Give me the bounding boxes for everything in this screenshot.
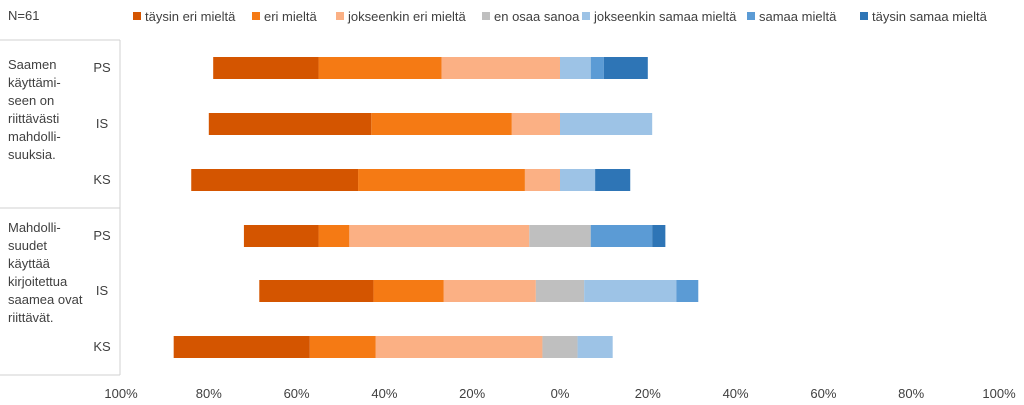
group-labels: Saamen käyttämi-seen on riittävästi mahdoll…	[8, 57, 83, 325]
legend-swatch-samaa-mielta	[747, 12, 755, 20]
bar-taysin-eri-mielta-row-5	[259, 280, 374, 302]
bar-jokseenkin-samaa-mielta-row-6	[577, 336, 613, 358]
group-label-1: Saamen käyttämi-seen on riittävästi mahdoll…	[8, 57, 61, 162]
bar-samaa-mielta-row-5	[676, 280, 699, 302]
bar-eri-mielta-row-4	[318, 225, 350, 247]
legend-label-samaa-mielta: samaa mieltä	[759, 9, 837, 24]
bar-eri-mielta-row-1	[318, 57, 442, 79]
x-tick-label-1: 100%	[104, 386, 138, 401]
legend-label-taysin-eri-mielta: täysin eri mieltä	[145, 9, 236, 24]
group-label-2: Mahdolli-suudet käyttää kirjoitettua saamea…	[8, 220, 83, 325]
category-label-is-2: IS	[96, 116, 109, 131]
bar-taysin-eri-mielta-row-1	[213, 57, 319, 79]
x-tick-label-7: 20%	[635, 386, 661, 401]
bar-jokseenkin-eri-mielta-row-5	[443, 280, 536, 302]
x-tick-label-10: 80%	[898, 386, 924, 401]
x-tick-label-5: 20%	[459, 386, 485, 401]
bar-eri-mielta-row-5	[373, 280, 444, 302]
bar-en-osaa-sanoa-row-5	[535, 280, 585, 302]
bar-taysin-eri-mielta-row-6	[173, 336, 310, 358]
category-label-ks-6: KS	[93, 339, 111, 354]
legend-swatch-taysin-eri-mielta	[133, 12, 141, 20]
legend-swatch-jokseenkin-samaa-mielta	[582, 12, 590, 20]
bar-jokseenkin-eri-mielta-row-1	[441, 57, 560, 79]
bar-eri-mielta-row-3	[358, 169, 525, 191]
x-axis-tick-labels: 100% 80% 60% 40% 20% 0% 20% 40% 60% 80% 100%	[104, 386, 1016, 401]
bar-taysin-eri-mielta-row-2	[208, 113, 372, 135]
bar-taysin-samaa-mielta-row-3	[595, 169, 631, 191]
legend-label-jokseenkin-samaa-mielta: jokseenkin samaa mieltä	[593, 9, 737, 24]
bar-samaa-mielta-row-4	[590, 225, 653, 247]
bar-en-osaa-sanoa-row-6	[542, 336, 578, 358]
x-tick-label-4: 40%	[371, 386, 397, 401]
bar-jokseenkin-samaa-mielta-row-2	[560, 113, 653, 135]
category-label-ps-4: PS	[93, 228, 111, 243]
legend-label-en-osaa-sanoa: en osaa sanoa	[494, 9, 580, 24]
bar-taysin-samaa-mielta-row-1	[603, 57, 648, 79]
category-label-ks-3: KS	[93, 172, 111, 187]
x-tick-label-6: 0%	[551, 386, 570, 401]
category-labels: PS IS KS PS IS KS	[93, 60, 111, 354]
bar-jokseenkin-samaa-mielta-row-1	[560, 57, 591, 79]
legend-swatch-en-osaa-sanoa	[482, 12, 490, 20]
bar-jokseenkin-eri-mielta-row-6	[375, 336, 543, 358]
bar-taysin-samaa-mielta-row-4	[652, 225, 666, 247]
legend-swatch-taysin-samaa-mielta	[860, 12, 868, 20]
x-tick-label-9: 60%	[810, 386, 836, 401]
sample-size-note: N=61	[8, 8, 39, 23]
x-tick-label-2: 80%	[196, 386, 222, 401]
legend-swatch-jokseenkin-eri-mielta	[336, 12, 344, 20]
bar-jokseenkin-eri-mielta-row-2	[511, 113, 560, 135]
bar-taysin-eri-mielta-row-4	[243, 225, 319, 247]
category-label-ps-1: PS	[93, 60, 111, 75]
x-tick-label-3: 60%	[284, 386, 310, 401]
category-label-is-5: IS	[96, 283, 109, 298]
legend-label-jokseenkin-eri-mielta: jokseenkin eri mieltä	[347, 9, 467, 24]
bar-eri-mielta-row-2	[371, 113, 512, 135]
bar-taysin-eri-mielta-row-3	[191, 169, 359, 191]
bar-en-osaa-sanoa-row-4	[529, 225, 591, 247]
bars	[173, 57, 699, 358]
bar-jokseenkin-eri-mielta-row-4	[349, 225, 530, 247]
legend: täysin eri mieltä eri mieltä jokseenkin er…	[133, 9, 988, 24]
legend-label-taysin-samaa-mielta: täysin samaa mieltä	[872, 9, 988, 24]
bar-samaa-mielta-row-1	[590, 57, 604, 79]
bar-jokseenkin-eri-mielta-row-3	[524, 169, 560, 191]
x-tick-label-8: 40%	[723, 386, 749, 401]
legend-swatch-eri-mielta	[252, 12, 260, 20]
bar-jokseenkin-samaa-mielta-row-5	[584, 280, 677, 302]
bar-jokseenkin-samaa-mielta-row-3	[560, 169, 596, 191]
legend-label-eri-mielta: eri mieltä	[264, 9, 318, 24]
group-dividers	[0, 39, 121, 376]
x-tick-label-11: 100%	[982, 386, 1016, 401]
bar-eri-mielta-row-6	[309, 336, 376, 358]
